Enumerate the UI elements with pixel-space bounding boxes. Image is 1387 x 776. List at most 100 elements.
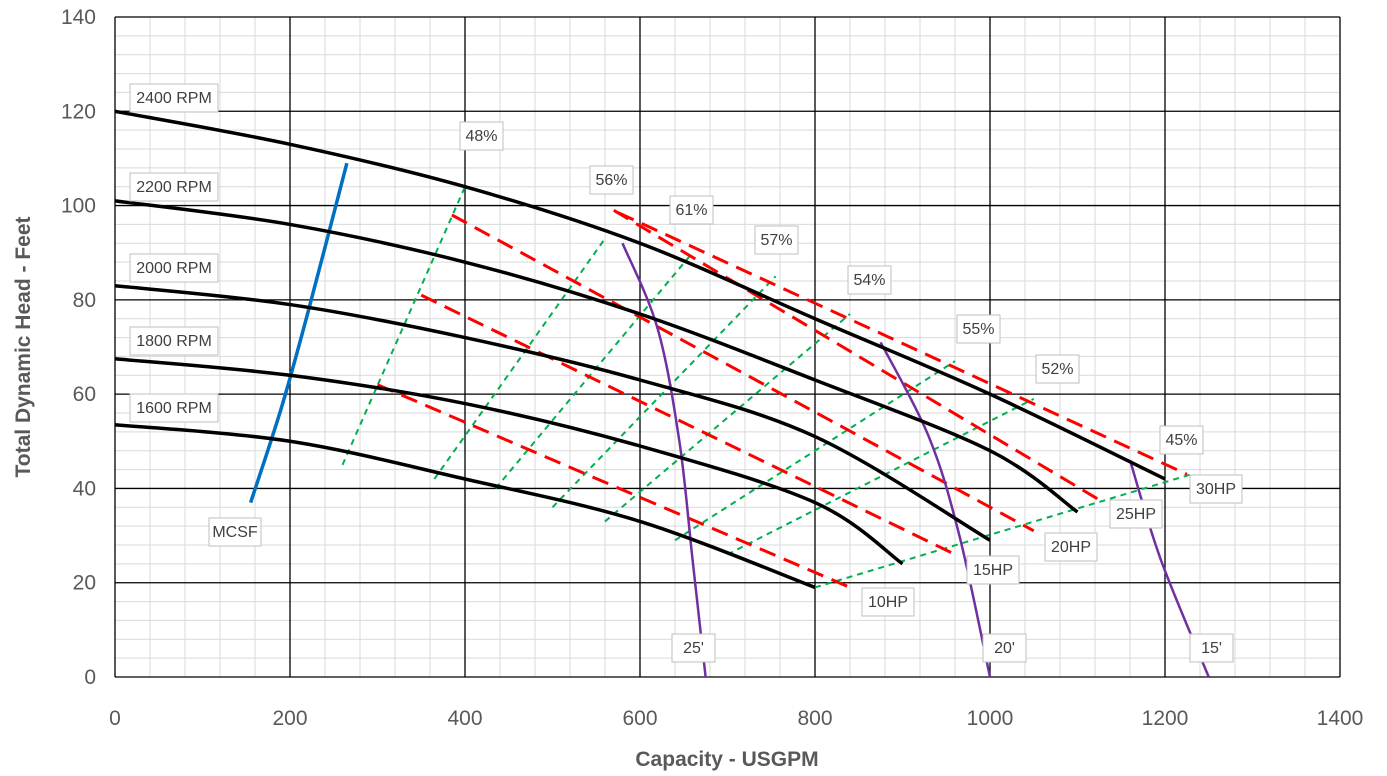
efficiency-curve-label-text: 57% xyxy=(760,232,792,249)
axis-tick-labels: 0 200 400 600 800 1000 1200 1400 0 20 40 60 80 100 120… xyxy=(61,6,1363,730)
efficiency-curve-label-text: 48% xyxy=(465,128,497,145)
x-tick-label: 200 xyxy=(272,707,307,730)
efficiency-curve-label-box xyxy=(669,195,714,225)
x-tick-label: 1000 xyxy=(967,707,1014,730)
speed-curve-label: 1800 RPM xyxy=(129,326,219,356)
efficiency-curve xyxy=(433,237,606,480)
npsh-curve-label: 15' xyxy=(1189,633,1234,663)
efficiency-curve-label: 48% xyxy=(459,121,504,151)
x-tick-label: 600 xyxy=(622,707,657,730)
efficiency-curve-label: 52% xyxy=(1035,354,1080,384)
power-curve-label: 20HP xyxy=(1044,532,1098,562)
efficiency-curve xyxy=(494,252,694,490)
efficiency-curve xyxy=(674,360,956,542)
curve-labels: 2400 RPM 2200 RPM 2000 RPM 1800 RPM 1600 RPM… xyxy=(129,83,1243,663)
power-curve-label-text: 20HP xyxy=(1051,539,1091,556)
efficiency-curve-label-text: 55% xyxy=(962,321,994,338)
y-tick-label: 40 xyxy=(73,477,96,500)
speed-curve-label: 1600 RPM xyxy=(129,393,219,423)
npsh-curve-label-box xyxy=(671,633,716,663)
npsh-curve-label-text: 20' xyxy=(994,640,1015,657)
speed-curve xyxy=(114,423,816,590)
efficiency-curve-label-box xyxy=(1159,425,1204,455)
efficiency-curve-label-box xyxy=(1035,354,1080,384)
mcsf-curve-label: MCSF xyxy=(208,517,262,547)
efficiency-curve xyxy=(604,313,851,523)
efficiency-curve-label-box xyxy=(754,225,799,255)
mcsf-curve-label-text: MCSF xyxy=(212,524,258,541)
power-curve-label-text: 10HP xyxy=(868,594,908,611)
speed-curve xyxy=(114,199,1079,514)
npsh-curve-label-box xyxy=(982,633,1027,663)
npsh-curve xyxy=(621,242,707,678)
efficiency-curve-label: 56% xyxy=(589,165,634,195)
efficiency-curve-label-box xyxy=(956,314,1001,344)
efficiency-curve xyxy=(727,397,1035,556)
npsh-curve-label-text: 15' xyxy=(1201,640,1222,657)
speed-curve xyxy=(114,283,991,542)
mcsf-curve-label-box xyxy=(208,517,262,547)
power-curve xyxy=(376,383,851,589)
power-curve-label-box xyxy=(1189,474,1243,504)
speed-curve-label: 2200 RPM xyxy=(129,172,219,202)
y-tick-label: 120 xyxy=(61,100,96,123)
x-tick-label: 1400 xyxy=(1317,707,1364,730)
power-curve-label-box xyxy=(1044,532,1098,562)
power-curve-label: 30HP xyxy=(1189,474,1243,504)
speed-curve-label-box xyxy=(129,253,219,283)
power-curve-label-text: 15HP xyxy=(973,562,1013,579)
efficiency-curve-label: 54% xyxy=(847,265,892,295)
efficiency-curve-label-box xyxy=(589,165,634,195)
power-curve-label: 10HP xyxy=(861,587,915,617)
speed-curve xyxy=(114,357,904,566)
x-axis-title: Capacity - USGPM xyxy=(635,748,818,771)
efficiency-curve-label-text: 45% xyxy=(1165,432,1197,449)
power-curve-label: 15HP xyxy=(966,555,1020,585)
speed-curve-label-text: 2200 RPM xyxy=(136,179,212,196)
speed-curve xyxy=(114,109,1166,481)
x-tick-label: 1200 xyxy=(1142,707,1189,730)
mcsf-curve xyxy=(248,162,349,504)
x-tick-label: 400 xyxy=(447,707,482,730)
power-curve xyxy=(617,211,1188,476)
power-curve-label-text: 25HP xyxy=(1116,506,1156,523)
npsh-curve-label: 25' xyxy=(671,633,716,663)
efficiency-curve-label-text: 61% xyxy=(675,202,707,219)
speed-curve-label-text: 1800 RPM xyxy=(136,333,212,350)
efficiency-curve-label: 57% xyxy=(754,225,799,255)
y-tick-label: 80 xyxy=(73,289,96,312)
speed-curve-label: 2400 RPM xyxy=(129,83,219,113)
npsh-curve-label-box xyxy=(1189,633,1234,663)
efficiency-curve-label-text: 54% xyxy=(853,272,885,289)
speed-curve-label-box xyxy=(129,326,219,356)
npsh-curve-label-text: 25' xyxy=(683,640,704,657)
speed-curve-label-text: 2400 RPM xyxy=(136,90,212,107)
efficiency-curve-label: 61% xyxy=(669,195,714,225)
power-curve xyxy=(612,208,1105,504)
power-curve-label-box xyxy=(966,555,1020,585)
speed-curve-label-text: 1600 RPM xyxy=(136,400,212,417)
npsh-curve xyxy=(879,341,992,678)
power-curve-label-box xyxy=(861,587,915,617)
y-tick-label: 140 xyxy=(61,6,96,29)
chart-curves xyxy=(114,109,1210,678)
power-curve xyxy=(451,213,1035,533)
efficiency-curve xyxy=(341,186,466,466)
efficiency-curve-label: 55% xyxy=(956,314,1001,344)
y-tick-label: 60 xyxy=(73,383,96,406)
speed-curve-label-box xyxy=(129,83,219,113)
efficiency-curve-label-box xyxy=(847,265,892,295)
efficiency-curve-label-text: 52% xyxy=(1041,361,1073,378)
chart-grid xyxy=(114,16,1341,678)
power-curve xyxy=(420,293,956,556)
power-curve-label-box xyxy=(1109,499,1163,529)
y-axis-title: Total Dynamic Head - Feet xyxy=(12,216,35,477)
x-tick-label: 800 xyxy=(797,707,832,730)
efficiency-curve-label: 45% xyxy=(1159,425,1204,455)
efficiency-curve xyxy=(551,275,777,508)
x-tick-label: 0 xyxy=(109,707,121,730)
npsh-curve-label: 20' xyxy=(982,633,1027,663)
efficiency-curve-label-box xyxy=(459,121,504,151)
y-tick-label: 100 xyxy=(61,195,96,218)
